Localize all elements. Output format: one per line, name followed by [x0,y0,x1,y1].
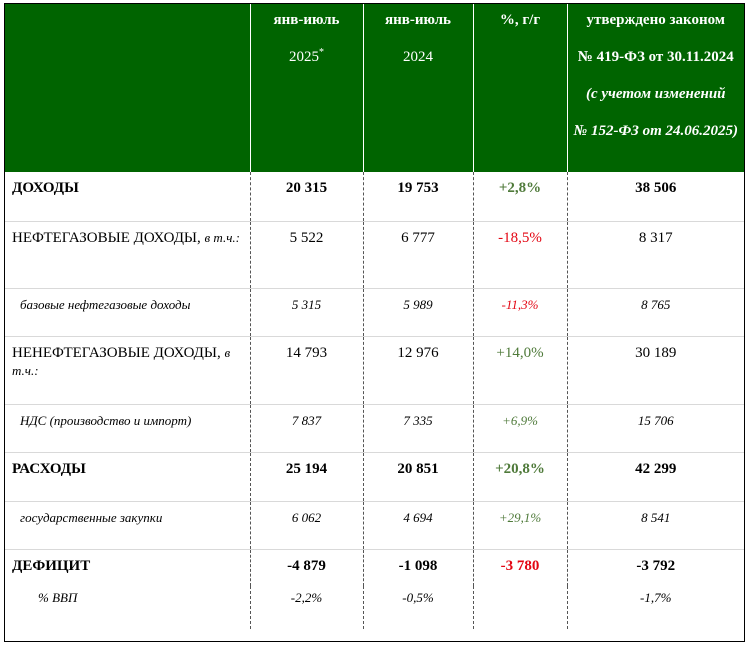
cell-law: 42 299 [566,452,744,502]
cell-yoy: -11,3% [472,288,567,337]
cell-yoy: +14,0% [472,336,567,405]
row-label: НЕНЕФТЕГАЗОВЫЕ ДОХОДЫ, в т.ч.: [5,336,250,405]
cell-yoy: +6,9% [472,404,567,453]
cell-2025: 7 837 [249,404,363,453]
header-yoy: %, г/г [472,4,567,172]
table-row: базовые нефтегазовые доходы 5 315 5 989 … [5,288,744,337]
cell-2024: -1 098 [362,549,473,586]
cell-2024: 20 851 [362,452,473,502]
row-label: % ВВП [38,590,78,605]
row-label: ДОХОДЫ [5,172,250,222]
budget-table: янв-июль 2025* янв-июль 2024 %, г/г утве… [5,4,744,629]
row-label: НДС (производство и импорт) [5,404,250,453]
table-row: НДС (производство и импорт) 7 837 7 335 … [5,404,744,453]
cell-2024: 5 989 [362,288,473,337]
row-label: ДЕФИЦИТ [12,557,91,574]
header-row: янв-июль 2025* янв-июль 2024 %, г/г утве… [5,4,744,172]
table-row: ДЕФИЦИТ -4 879 -1 098 -3 780 -3 792 [5,549,744,586]
header-law: утверждено законом № 419-ФЗ от 30.11.202… [566,4,744,172]
cell-2024: 12 976 [362,336,473,405]
table-row: НЕНЕФТЕГАЗОВЫЕ ДОХОДЫ, в т.ч.: 14 793 12… [5,336,744,405]
cell-2024: 7 335 [362,404,473,453]
cell-law: 30 189 [566,336,744,405]
cell-yoy: -18,5% [472,221,567,289]
cell-law: 8 765 [566,288,744,337]
cell-2025: -2,2% [249,586,363,629]
cell-2025: 14 793 [249,336,363,405]
cell-2024: 4 694 [362,501,473,550]
table-row: % ВВП -2,2% -0,5% -1,7% [5,586,744,629]
cell-law: 8 541 [566,501,744,550]
header-empty [5,4,250,172]
table-row: РАСХОДЫ 25 194 20 851 +20,8% 42 299 [5,452,744,502]
cell-2025: 20 315 [249,172,363,222]
header-2025: янв-июль 2025* [249,4,363,172]
cell-law: -1,7% [566,586,744,629]
cell-2024: 6 777 [362,221,473,289]
row-label: государственные закупки [5,501,250,550]
cell-yoy: +2,8% [472,172,567,222]
cell-law: 38 506 [566,172,744,222]
table-frame [4,3,745,642]
row-label: РАСХОДЫ [5,452,250,502]
table-row: государственные закупки 6 062 4 694 +29,… [5,501,744,550]
cell-2024: -0,5% [362,586,473,629]
cell-law: -3 792 [566,549,744,586]
cell-yoy: -3 780 [472,549,567,586]
cell-law: 8 317 [566,221,744,289]
header-2024: янв-июль 2024 [362,4,473,172]
row-label: НЕФТЕГАЗОВЫЕ ДОХОДЫ, в т.ч.: [5,221,250,289]
cell-2025: 6 062 [249,501,363,550]
cell-2025: 5 522 [249,221,363,289]
cell-yoy [472,586,567,629]
cell-yoy: +20,8% [472,452,567,502]
cell-yoy: +29,1% [472,501,567,550]
table-row: ДОХОДЫ 20 315 19 753 +2,8% 38 506 [5,172,744,222]
cell-2024: 19 753 [362,172,473,222]
table-row: НЕФТЕГАЗОВЫЕ ДОХОДЫ, в т.ч.: 5 522 6 777… [5,221,744,289]
cell-2025: -4 879 [249,549,363,586]
row-label: базовые нефтегазовые доходы [5,288,250,337]
cell-2025: 5 315 [249,288,363,337]
cell-law: 15 706 [566,404,744,453]
cell-2025: 25 194 [249,452,363,502]
